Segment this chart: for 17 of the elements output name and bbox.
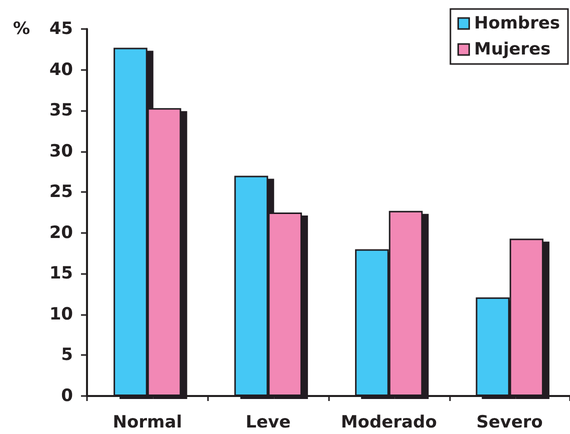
x-tick-label: Severo [476, 412, 543, 432]
y-tick-label: 35 [49, 100, 73, 121]
y-tick-label: 5 [61, 345, 73, 366]
y-tick-label: 25 [49, 182, 73, 202]
y-tick-label: 20 [49, 222, 74, 243]
x-tick-label: Leve [246, 412, 291, 432]
y-tick-label: 10 [49, 304, 74, 324]
y-axis-title: % [12, 19, 30, 39]
y-tick-label: 40 [49, 60, 74, 80]
y-tick-label: 15 [49, 264, 73, 284]
y-tick-label: 0 [61, 386, 74, 406]
y-tick-label: 45 [49, 19, 73, 39]
legend-label: Mujeres [474, 40, 551, 60]
x-tick-label: Normal [112, 412, 182, 432]
x-tick-label: Moderado [340, 412, 437, 432]
y-tick-label: 30 [49, 141, 74, 162]
legend-label: Hombres [474, 14, 560, 34]
